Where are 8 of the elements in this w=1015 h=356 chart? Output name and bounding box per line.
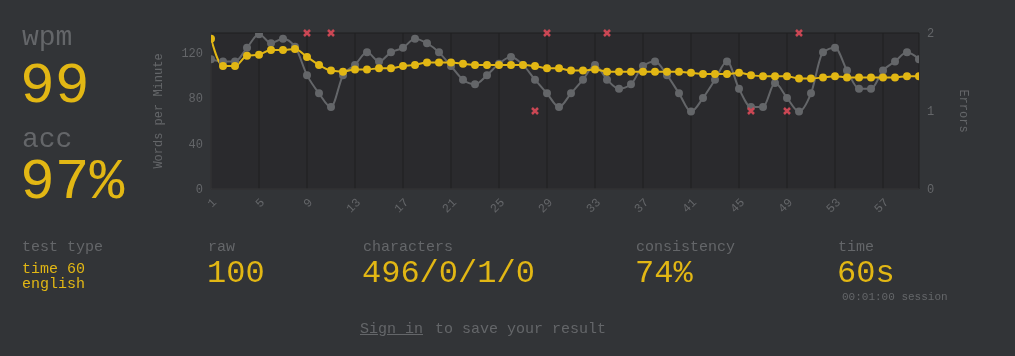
text: 97% [20,150,125,215]
text: time 60 [22,261,86,278]
text: english [22,276,86,293]
text: 74% [635,255,693,292]
text: 99 [20,54,90,119]
text: 100 [207,255,265,292]
text: 60s [837,255,895,292]
text: 496/0/1/0 [362,255,535,292]
